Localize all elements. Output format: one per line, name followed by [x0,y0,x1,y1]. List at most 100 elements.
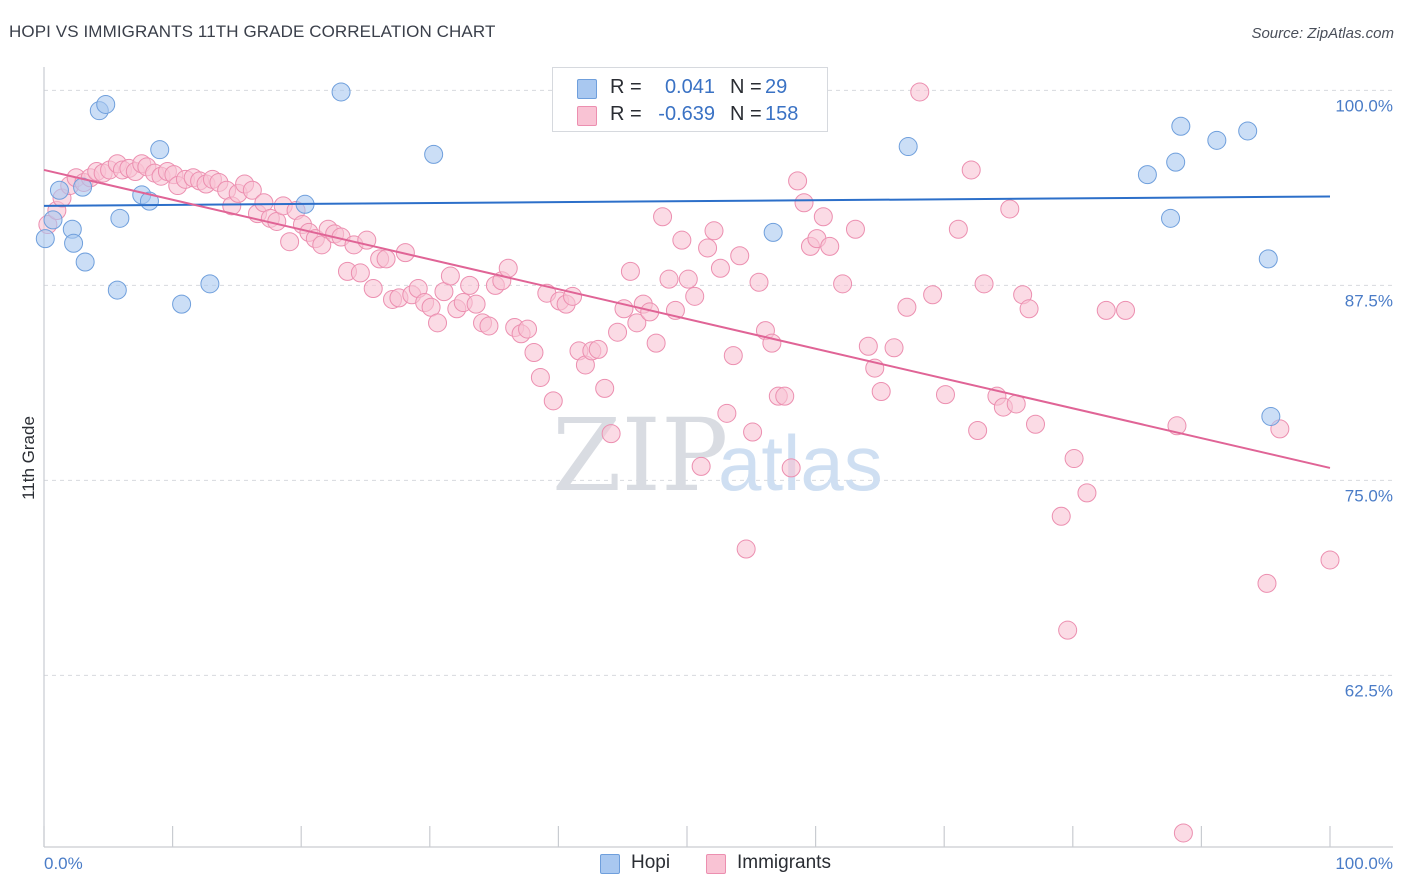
legend-n-value: 158 [765,103,799,125]
immigrants-point [1116,300,1136,320]
source-label: Source: ZipAtlas.com [1251,25,1394,42]
immigrants-point [363,279,383,299]
legend-r-label: R = [610,103,642,125]
immigrants-point [280,232,300,252]
legend-n-label: N = [730,103,762,125]
immigrants-point [762,333,782,353]
immigrants-point [845,219,865,239]
immigrants-point [968,420,988,440]
hopi-point [172,294,192,314]
immigrants-point [1058,620,1078,640]
y-tick-label: 62.5% [1345,681,1393,700]
immigrants-point [1320,550,1340,570]
hopi-point [1258,249,1278,269]
hopi-trend-line [43,195,1331,207]
immigrants-point [678,269,698,289]
legend-r-value: -0.639 [658,103,715,125]
immigrants-point [1000,199,1020,219]
immigrants-point [428,313,448,333]
immigrants-point [620,261,640,281]
immigrants-point [498,258,518,278]
immigrants-point [935,385,955,405]
hopi-point [96,94,116,114]
chart-title: HOPI VS IMMIGRANTS 11TH GRADE CORRELATIO… [9,22,496,41]
hopi-point [35,229,55,249]
x-tick-label: 100.0% [1335,854,1393,873]
x-tick-label: 0.0% [44,854,83,873]
immigrants-point [242,180,262,200]
immigrants-point [717,403,737,423]
legend-swatch-immigrants [577,106,597,126]
immigrants-point [1167,416,1187,436]
hopi-point [1261,406,1281,426]
y-tick-labels: 100.0% 87.5% 75.0% 62.5% [1335,96,1393,700]
immigrants-point [524,342,544,362]
immigrants-point [974,274,994,294]
legend-label-immigrants: Immigrants [737,852,831,873]
watermark-zip: ZIP [552,397,728,514]
watermark-atlas: atlas [718,419,883,507]
immigrants-point [897,297,917,317]
hopi-point [110,208,130,228]
hopi-point [75,252,95,272]
immigrants-point [466,294,486,314]
immigrants-point [781,458,801,478]
y-tick-label: 87.5% [1345,291,1393,310]
immigrants-point [672,230,692,250]
immigrants-point [698,238,718,258]
immigrants-point [595,378,615,398]
axes [43,67,1393,848]
y-tick-label: 75.0% [1345,486,1393,505]
immigrants-point [653,207,673,227]
hopi-point [1166,152,1186,172]
immigrants-point [376,249,396,269]
immigrants-point [479,316,499,336]
legend-r-value: 0.041 [664,76,715,98]
y-axis-label: 11th Grade [19,416,38,500]
immigrants-trend-line [43,168,1331,469]
immigrants-point [948,219,968,239]
legend-label-hopi: Hopi [631,852,671,873]
immigrants-point [646,333,666,353]
immigrants-point [743,422,763,442]
hopi-point [64,233,84,253]
immigrants-point [775,386,795,406]
hopi-point [763,222,783,242]
immigrants-point [910,82,930,102]
immigrants-point [710,258,730,278]
legend-swatch-hopi [600,854,620,874]
immigrants-point [833,274,853,294]
trend-lines [43,168,1331,469]
immigrants-point [1019,299,1039,319]
immigrants-point [884,338,904,358]
immigrants-point [813,207,833,227]
immigrants-point [685,286,705,306]
legend-row-immigrants: R = -0.639 N = 158 [553,100,827,130]
hopi-point [898,137,918,157]
hopi-point [1161,208,1181,228]
series-immigrants [38,82,1340,843]
immigrants-point [858,336,878,356]
legend-row-hopi: R = 0.041 N = 29 [553,73,827,103]
immigrants-point [723,346,743,366]
immigrants-point [1077,483,1097,503]
immigrants-point [608,322,628,342]
immigrants-point [440,266,460,286]
legend-swatch-immigrants [706,854,726,874]
hopi-point [43,210,63,230]
legend-r-label: R = [610,76,642,98]
hopi-point [1137,165,1157,185]
legend-n-value: 29 [765,76,788,98]
immigrants-point [961,160,981,180]
immigrants-point [543,391,563,411]
legend-n-label: N = [730,76,762,98]
immigrants-point [749,272,769,292]
immigrants-point [659,269,679,289]
immigrants-point [518,319,538,339]
immigrants-point [691,456,711,476]
correlation-legend: R = 0.041 N = 29 R = -0.639 N = 158 [552,67,828,132]
immigrants-point [460,275,480,295]
immigrants-point [788,171,808,191]
immigrants-point [530,367,550,387]
immigrants-point [627,313,647,333]
